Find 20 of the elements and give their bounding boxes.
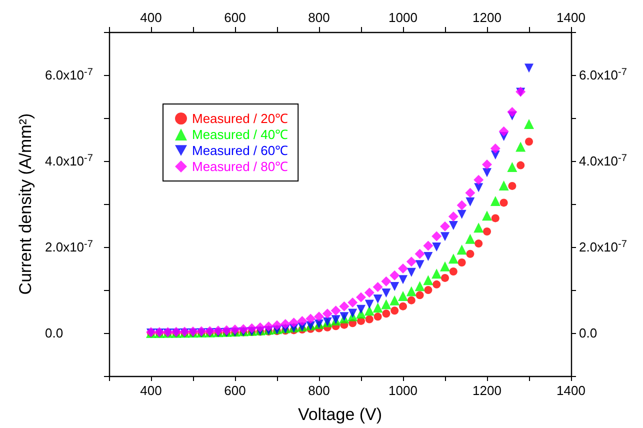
x2-tick-label: 1000 bbox=[388, 10, 418, 25]
x2-tick-label: 600 bbox=[224, 10, 246, 25]
y-axis-title: Current density (A/mm²) bbox=[16, 113, 36, 295]
y2-tick-label: 0.0 bbox=[579, 326, 598, 340]
legend-label: Measured / 40℃ bbox=[192, 127, 288, 142]
x2-tick-label: 1400 bbox=[556, 10, 586, 25]
x2-tick-label: 1200 bbox=[472, 10, 502, 25]
x-tick-label: 800 bbox=[308, 383, 330, 398]
x-tick-label: 400 bbox=[140, 383, 162, 398]
x-tick-label: 1400 bbox=[556, 383, 586, 398]
legend-label: Measured / 20℃ bbox=[192, 111, 288, 126]
x-tick-label: 600 bbox=[224, 383, 246, 398]
x-axis-title: Voltage (V) bbox=[298, 405, 382, 424]
x-tick-label: 1200 bbox=[472, 383, 502, 398]
y-tick-label: 0.0 bbox=[45, 326, 64, 340]
legend-label: Measured / 60℃ bbox=[192, 143, 288, 158]
legend-label: Measured / 80℃ bbox=[192, 159, 288, 174]
x2-tick-label: 400 bbox=[140, 10, 162, 25]
x-tick-label: 1000 bbox=[388, 383, 418, 398]
x2-tick-label: 800 bbox=[308, 10, 330, 25]
